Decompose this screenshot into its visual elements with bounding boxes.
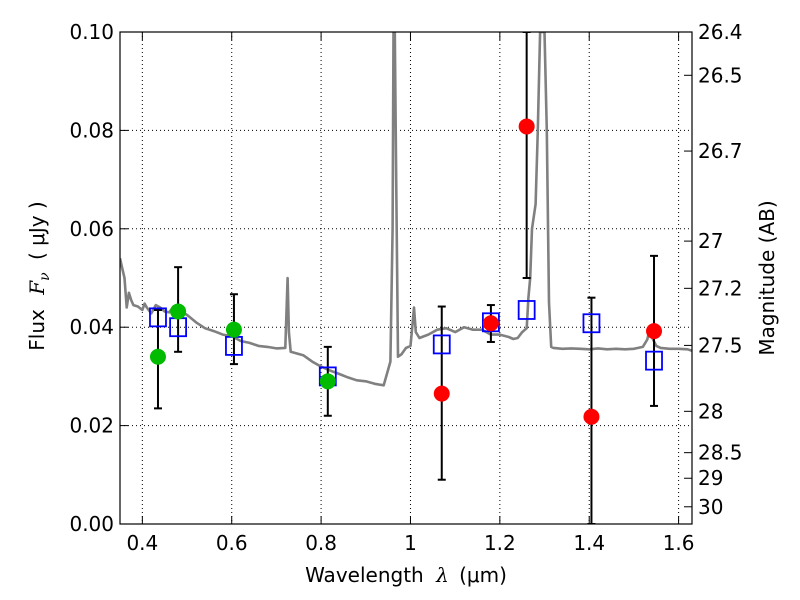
model-photometry-marker (645, 350, 663, 371)
x-tick-label: 1.6 (663, 531, 695, 555)
x-axis-title-symbol: λ (435, 563, 449, 587)
y-axis-title-unit: ( μJy ) (25, 201, 49, 260)
y-axis-title-symbol: F (25, 280, 49, 296)
x-tick-label: 1.4 (573, 531, 605, 555)
x-tick-label: 1.2 (484, 531, 516, 555)
tick-labels: 0.4 0.6 0.8 1 1.2 1.4 1.6 0.00 0.02 0.04 0.06 0.08 0… (69, 20, 742, 555)
x-tick-label: 1 (404, 531, 417, 555)
detection-point (319, 373, 336, 390)
detection-point (225, 321, 242, 338)
y-tick-label: 0.06 (69, 217, 114, 241)
y2-tick-label: 26.4 (698, 20, 743, 44)
y2-axis-title: Magnitude (AB) (755, 200, 779, 355)
x-axis-title: Wavelength λ (μm) (305, 563, 507, 587)
x-tick-label: 0.8 (305, 531, 337, 555)
y2-tick-label: 26.5 (698, 63, 743, 87)
model-photometry-marker (432, 334, 451, 355)
y2-tick-label: 28.5 (698, 441, 743, 465)
detection-point (482, 315, 499, 332)
detection-point (646, 323, 663, 340)
y2-tick-label: 27 (698, 229, 723, 253)
x-axis-title-prefix: Wavelength (305, 563, 424, 587)
y2-tick-label: 27.2 (698, 276, 743, 300)
y-axis-title-subscript: ν (37, 272, 53, 281)
y2-tick-label: 29 (698, 466, 723, 490)
model-photometry-marker (517, 300, 536, 320)
detection-point (433, 385, 450, 402)
y-axis-title-prefix: Flux (25, 309, 49, 351)
y-tick-label: 0.00 (69, 512, 114, 536)
detection-point (518, 118, 535, 135)
plot-frame (119, 31, 693, 525)
y-tick-label: 0.04 (69, 315, 114, 339)
y2-tick-label: 27.5 (698, 333, 743, 357)
grid-lines (120, 31, 692, 525)
spectrum-layer (120, 32, 692, 387)
model-photometry-marker (582, 313, 601, 334)
model-photometry-marker (149, 307, 167, 328)
y-tick-label: 0.10 (69, 20, 114, 44)
x-tick-label: 0.6 (216, 531, 248, 555)
detection-point (170, 303, 187, 320)
y-tick-label: 0.02 (69, 414, 114, 438)
y2-tick-label: 30 (698, 495, 723, 519)
axis-ticks (120, 31, 692, 525)
y-axis-title: Flux Fν ( μJy ) (25, 201, 54, 350)
y2-tick-label: 26.7 (698, 139, 743, 163)
y2-tick-label: 28 (698, 399, 723, 423)
x-axis-title-unit: (μm) (459, 563, 507, 587)
y-tick-label: 0.08 (69, 118, 114, 142)
model-photometry-layer (149, 300, 663, 387)
spectrum-line (120, 32, 692, 387)
detection-point (149, 348, 166, 365)
errorbar-layer (153, 32, 659, 524)
model-photometry-marker (482, 312, 500, 333)
x-tick-label: 0.4 (126, 531, 158, 555)
detection-points-layer (149, 118, 663, 425)
detection-point (583, 408, 600, 425)
